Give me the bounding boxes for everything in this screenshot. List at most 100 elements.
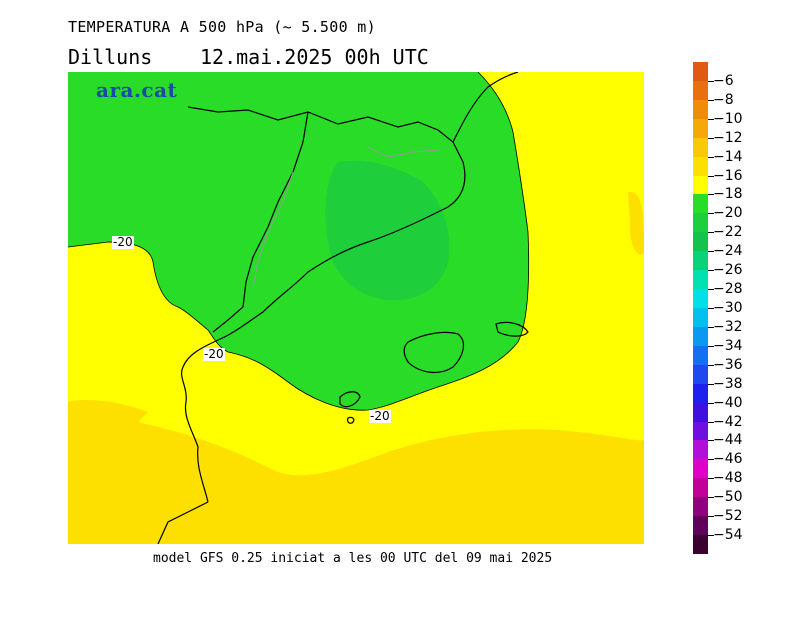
legend-tick-label: −28 xyxy=(713,281,743,298)
legend-tick xyxy=(708,80,714,82)
legend-tick xyxy=(708,516,714,518)
forecast-datetime: 12.mai.2025 00h UTC xyxy=(200,45,429,69)
legend-tick-label: −18 xyxy=(713,186,743,203)
legend-swatch xyxy=(693,213,708,233)
legend-tick-label: −14 xyxy=(713,148,743,165)
field-minus-20 xyxy=(68,72,529,411)
legend-swatch xyxy=(693,251,708,271)
legend-tick-label: −16 xyxy=(713,167,743,184)
color-scale-bar xyxy=(693,62,708,555)
legend-tick xyxy=(708,459,714,461)
legend-swatch xyxy=(693,478,708,498)
legend-tick xyxy=(708,99,714,101)
legend-swatch xyxy=(693,516,708,536)
legend-tick xyxy=(708,251,714,253)
legend-tick xyxy=(708,402,714,404)
legend-tick-label: −38 xyxy=(713,375,743,392)
legend-swatch xyxy=(693,62,708,82)
color-scale-legend: −6 −8 −10 −12 −14 −16 −18 −20 −22 −24 −26 −28 −30 −32… xyxy=(693,62,783,555)
legend-tick-label: −46 xyxy=(713,451,743,468)
legend-tick xyxy=(708,345,714,347)
legend-tick xyxy=(708,497,714,499)
legend-tick-label: −50 xyxy=(713,489,743,506)
legend-tick xyxy=(708,175,714,177)
legend-tick-label: −12 xyxy=(713,129,743,146)
legend-tick-label: −32 xyxy=(713,318,743,335)
legend-tick-label: −20 xyxy=(713,205,743,222)
legend-tick xyxy=(708,421,714,423)
legend-tick-label: −24 xyxy=(713,243,743,260)
model-run-caption: model GFS 0.25 iniciat a les 00 UTC del … xyxy=(153,551,553,566)
contour-label: -20 xyxy=(203,347,225,361)
legend-swatch xyxy=(693,289,708,309)
legend-tick xyxy=(708,326,714,328)
legend-tick-label: −44 xyxy=(713,432,743,449)
legend-swatch xyxy=(693,232,708,252)
legend-tick xyxy=(708,270,714,272)
legend-tick xyxy=(708,213,714,215)
legend-tick-label: −36 xyxy=(713,356,743,373)
legend-swatch xyxy=(693,535,708,555)
legend-swatch xyxy=(693,421,708,441)
legend-tick xyxy=(708,137,714,139)
island-eivissa xyxy=(339,391,361,408)
legend-tick xyxy=(708,364,714,366)
map-canvas xyxy=(68,72,644,544)
field-minus-22 xyxy=(325,160,450,301)
legend-swatch xyxy=(693,99,708,120)
border-aragon xyxy=(212,111,309,333)
province-border xyxy=(252,171,294,288)
legend-tick-label: −8 xyxy=(713,91,734,108)
legend-swatch xyxy=(693,383,708,404)
legend-swatch xyxy=(693,156,708,177)
legend-tick xyxy=(708,383,714,385)
legend-swatch xyxy=(693,459,708,479)
legend-swatch xyxy=(693,308,708,328)
legend-tick xyxy=(708,289,714,291)
contour-label: -20 xyxy=(369,409,391,423)
legend-tick-label: −52 xyxy=(713,508,743,525)
legend-tick xyxy=(708,156,714,158)
forecast-day: Dilluns xyxy=(68,45,153,69)
temperature-map: ara.cat -20 -20 -20 xyxy=(68,72,644,544)
legend-swatch xyxy=(693,137,708,158)
legend-tick xyxy=(708,535,714,537)
legend-tick xyxy=(708,194,714,196)
legend-swatch xyxy=(693,270,708,290)
legend-tick xyxy=(708,308,714,309)
legend-swatch xyxy=(693,497,708,517)
island-mallorca xyxy=(403,331,465,374)
legend-swatch xyxy=(693,440,708,460)
legend-tick-label: −6 xyxy=(713,72,734,89)
legend-tick-label: −30 xyxy=(713,300,743,316)
legend-tick-label: −22 xyxy=(713,224,743,241)
field-minus-16 xyxy=(68,415,644,544)
legend-swatch xyxy=(693,345,708,366)
legend-tick-label: −54 xyxy=(713,527,743,544)
legend-swatch xyxy=(693,364,708,385)
coastline-valencia xyxy=(181,339,219,503)
map-title: TEMPERATURA A 500 hPa (~ 5.500 m) xyxy=(68,18,376,36)
coastline-catalonia xyxy=(187,106,466,341)
legend-swatch xyxy=(693,402,708,423)
legend-tick xyxy=(708,118,714,120)
legend-swatch xyxy=(693,175,708,195)
legend-tick-label: −42 xyxy=(713,413,743,430)
legend-swatch xyxy=(693,326,708,347)
aracat-logo: ara.cat xyxy=(96,78,178,102)
legend-swatch xyxy=(693,194,708,214)
contour-label: -20 xyxy=(112,235,134,249)
legend-swatch xyxy=(693,80,708,101)
island-formentera xyxy=(347,416,355,424)
isotherm-minus-20 xyxy=(68,72,530,411)
legend-tick-label: −48 xyxy=(713,470,743,487)
legend-tick xyxy=(708,440,714,442)
legend-tick-label: −34 xyxy=(713,337,743,354)
legend-tick-label: −26 xyxy=(713,262,743,279)
legend-swatch xyxy=(693,118,708,139)
legend-tick xyxy=(708,232,714,234)
legend-tick xyxy=(708,478,714,480)
legend-tick-label: −10 xyxy=(713,110,743,127)
legend-tick-label: −40 xyxy=(713,394,743,411)
coastline-france xyxy=(452,72,519,143)
